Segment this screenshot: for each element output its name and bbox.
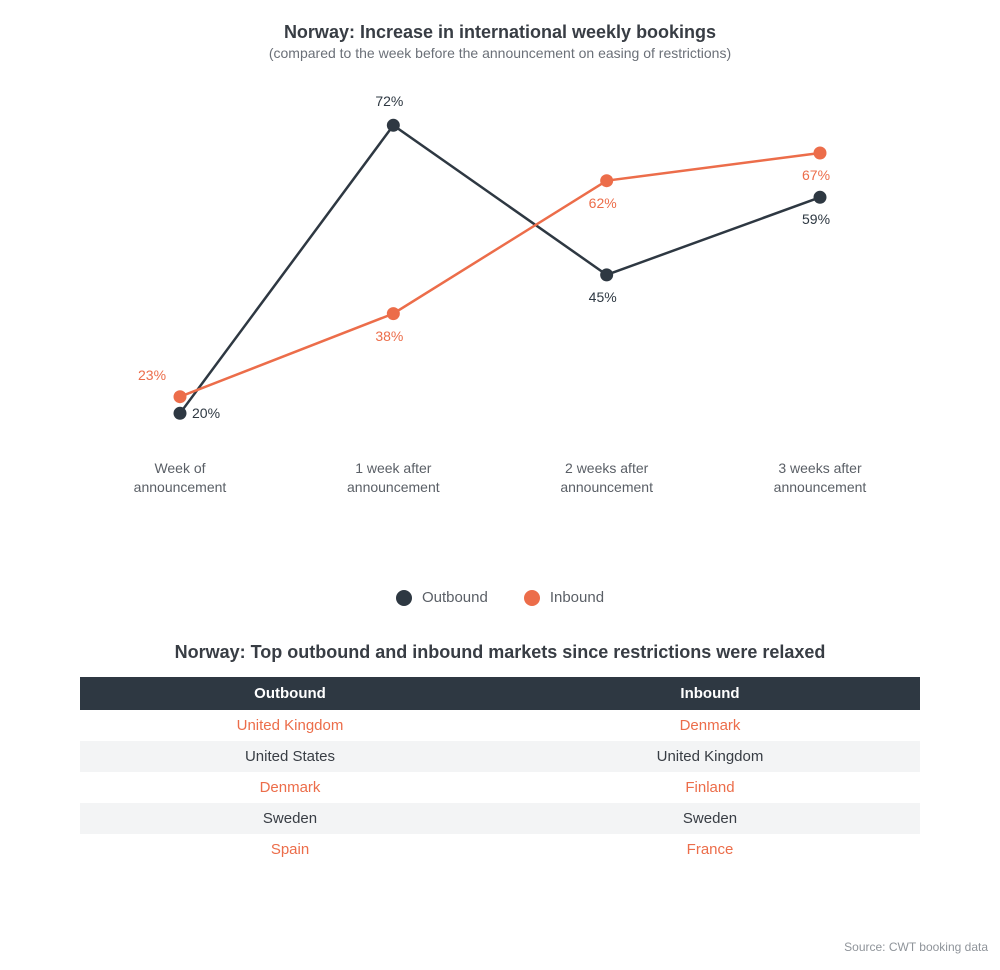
table-title: Norway: Top outbound and inbound markets…: [0, 642, 1000, 663]
table-row: SpainFrance: [80, 834, 920, 865]
series-point-inbound: [600, 174, 613, 187]
series-point-inbound: [814, 147, 827, 160]
table-cell: France: [500, 834, 920, 865]
point-label: 20%: [192, 405, 220, 421]
table-cell: Sweden: [500, 803, 920, 834]
table-row: DenmarkFinland: [80, 772, 920, 803]
series-point-inbound: [387, 307, 400, 320]
series-point-outbound: [600, 268, 613, 281]
table-header: Outbound: [80, 677, 500, 710]
legend-label: Outbound: [422, 589, 488, 606]
legend-dot-icon: [396, 590, 412, 606]
point-label: 67%: [802, 167, 830, 183]
table-cell: Sweden: [80, 803, 500, 834]
chart-title: Norway: Increase in international weekly…: [0, 0, 1000, 43]
table-cell: United Kingdom: [500, 741, 920, 772]
table-cell: Denmark: [80, 772, 500, 803]
point-label: 72%: [375, 93, 403, 109]
point-label: 38%: [375, 328, 403, 344]
series-point-outbound: [387, 119, 400, 132]
point-label: 62%: [589, 195, 617, 211]
table-row: United KingdomDenmark: [80, 710, 920, 741]
legend-label: Inbound: [550, 589, 604, 606]
table-cell: Finland: [500, 772, 920, 803]
x-axis-label: Week ofannouncement: [90, 459, 270, 497]
x-axis-label: 2 weeks afterannouncement: [517, 459, 697, 497]
x-axis-label: 1 week afterannouncement: [303, 459, 483, 497]
source-text: Source: CWT booking data: [844, 940, 988, 954]
table-row: United StatesUnited Kingdom: [80, 741, 920, 772]
legend-item-outbound: Outbound: [396, 589, 488, 606]
x-axis-label: 3 weeks afterannouncement: [730, 459, 910, 497]
table-row: SwedenSweden: [80, 803, 920, 834]
legend-dot-icon: [524, 590, 540, 606]
point-label: 59%: [802, 211, 830, 227]
series-point-outbound: [174, 407, 187, 420]
series-line-inbound: [180, 153, 820, 397]
series-line-outbound: [180, 125, 820, 413]
point-label: 23%: [138, 367, 166, 383]
table-cell: United States: [80, 741, 500, 772]
legend-item-inbound: Inbound: [524, 589, 604, 606]
point-label: 45%: [589, 289, 617, 305]
table-cell: Denmark: [500, 710, 920, 741]
table-header: Inbound: [500, 677, 920, 710]
chart-legend: Outbound Inbound: [0, 589, 1000, 610]
markets-table: OutboundInboundUnited KingdomDenmarkUnit…: [80, 677, 920, 865]
chart-subtitle: (compared to the week before the announc…: [0, 45, 1000, 61]
line-chart: 20%72%45%59%23%38%62%67%Week ofannouncem…: [120, 81, 880, 511]
table-cell: United Kingdom: [80, 710, 500, 741]
series-point-inbound: [174, 390, 187, 403]
table-cell: Spain: [80, 834, 500, 865]
series-point-outbound: [814, 191, 827, 204]
